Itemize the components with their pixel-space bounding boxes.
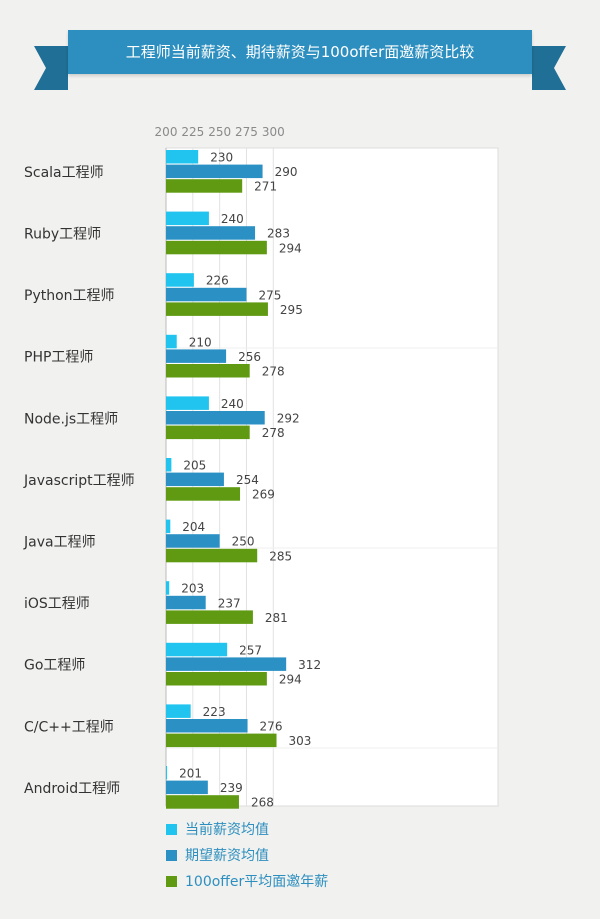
value-label-current: 230 [210, 151, 233, 165]
value-label-expected: 250 [232, 535, 255, 549]
bar-offer [166, 425, 250, 440]
x-tick-label: 200 [155, 125, 178, 139]
value-label-expected: 276 [260, 720, 283, 734]
value-label-expected: 312 [298, 658, 321, 672]
value-label-offer: 268 [251, 796, 274, 810]
bar-offer [166, 487, 241, 501]
value-label-offer: 271 [254, 180, 277, 194]
legend-item-expected: 期望薪资均值 [166, 842, 328, 868]
value-label-current: 210 [189, 335, 212, 349]
category-label: Scala工程师 [24, 165, 104, 181]
bar-expected [166, 349, 227, 363]
category-label: C/C++工程师 [24, 719, 114, 735]
legend-label-expected: 期望薪资均值 [185, 848, 269, 864]
bar-expected [166, 472, 224, 487]
bar-offer [166, 302, 268, 316]
value-label-expected: 292 [277, 412, 300, 426]
bar-current [166, 334, 177, 349]
value-label-offer: 269 [252, 488, 275, 502]
category-label: Go工程师 [24, 658, 85, 674]
bar-expected [166, 226, 256, 240]
legend-label-current: 当前薪资均值 [185, 822, 269, 838]
banner-ribbon-tail-left [34, 46, 68, 90]
bar-offer [166, 672, 267, 686]
value-label-current: 257 [239, 643, 262, 657]
bar-current [166, 273, 194, 287]
value-label-current: 223 [203, 705, 226, 719]
bar-current [166, 458, 172, 472]
value-label-expected: 283 [267, 227, 290, 241]
value-label-offer: 294 [279, 241, 302, 255]
bar-expected [166, 164, 263, 179]
value-label-current: 205 [183, 459, 206, 473]
bar-current [166, 396, 209, 410]
value-label-offer: 294 [279, 673, 302, 687]
category-label: Javascript工程师 [23, 473, 135, 489]
category-label: Node.js工程师 [24, 411, 118, 427]
bar-expected [166, 287, 247, 302]
legend-item-current: 当前薪资均值 [166, 816, 328, 842]
value-label-current: 203 [181, 582, 204, 596]
bar-current [166, 211, 209, 226]
bar-expected [166, 780, 208, 795]
bar-offer [166, 364, 250, 378]
value-label-current: 240 [221, 397, 244, 411]
legend-item-offer: 100offer平均面邀年薪 [166, 868, 328, 894]
bar-current [166, 519, 171, 534]
chart-title-banner: 工程师当前薪资、期待薪资与100offer面邀薪资比较 [68, 30, 532, 74]
value-label-current: 240 [221, 212, 244, 226]
category-label: Java工程师 [23, 535, 96, 551]
bar-current [166, 766, 168, 780]
x-tick-label: 275 [235, 125, 258, 139]
bar-expected [166, 657, 287, 671]
value-label-expected: 290 [275, 165, 298, 179]
chart-legend: 当前薪资均值 期望薪资均值 100offer平均面邀年薪 [166, 816, 328, 894]
legend-swatch-offer [166, 875, 177, 887]
bar-offer [166, 179, 243, 193]
x-tick-label: 300 [262, 125, 285, 139]
legend-swatch-expected [166, 849, 177, 861]
bar-offer [166, 733, 277, 748]
category-label: iOS工程师 [24, 596, 90, 612]
bar-expected [166, 411, 265, 425]
chart-title: 工程师当前薪资、期待薪资与100offer面邀薪资比较 [125, 43, 475, 61]
value-label-expected: 256 [238, 350, 261, 364]
value-label-offer: 278 [262, 365, 285, 379]
category-label: Ruby工程师 [24, 227, 101, 243]
value-label-current: 201 [179, 767, 202, 781]
value-label-expected: 275 [258, 288, 281, 302]
value-label-offer: 303 [289, 734, 312, 748]
value-label-expected: 237 [218, 596, 241, 610]
legend-label-offer: 100offer平均面邀年薪 [185, 874, 329, 890]
value-label-expected: 254 [236, 473, 259, 487]
bar-current [166, 581, 170, 595]
bar-expected [166, 595, 206, 610]
category-label: Python工程师 [24, 288, 115, 304]
bar-expected [166, 534, 220, 548]
value-label-current: 226 [206, 274, 229, 288]
bar-offer [166, 610, 253, 624]
bar-expected [166, 719, 248, 733]
value-label-offer: 281 [265, 611, 288, 625]
bar-offer [166, 795, 239, 809]
x-tick-label: 250 [208, 125, 231, 139]
value-label-current: 204 [182, 520, 205, 534]
legend-swatch-current [166, 823, 177, 835]
bar-current [166, 150, 199, 164]
banner-ribbon-tail-right [532, 46, 566, 90]
category-label: PHP工程师 [24, 350, 93, 366]
value-label-offer: 285 [269, 549, 292, 563]
value-label-offer: 278 [262, 426, 285, 440]
value-label-expected: 239 [220, 781, 243, 795]
x-tick-label: 225 [181, 125, 204, 139]
value-label-offer: 295 [280, 303, 303, 317]
bar-current [166, 642, 228, 657]
bar-current [166, 704, 191, 718]
bar-offer [166, 240, 267, 255]
category-label: Android工程师 [24, 781, 120, 797]
bar-offer [166, 548, 258, 563]
